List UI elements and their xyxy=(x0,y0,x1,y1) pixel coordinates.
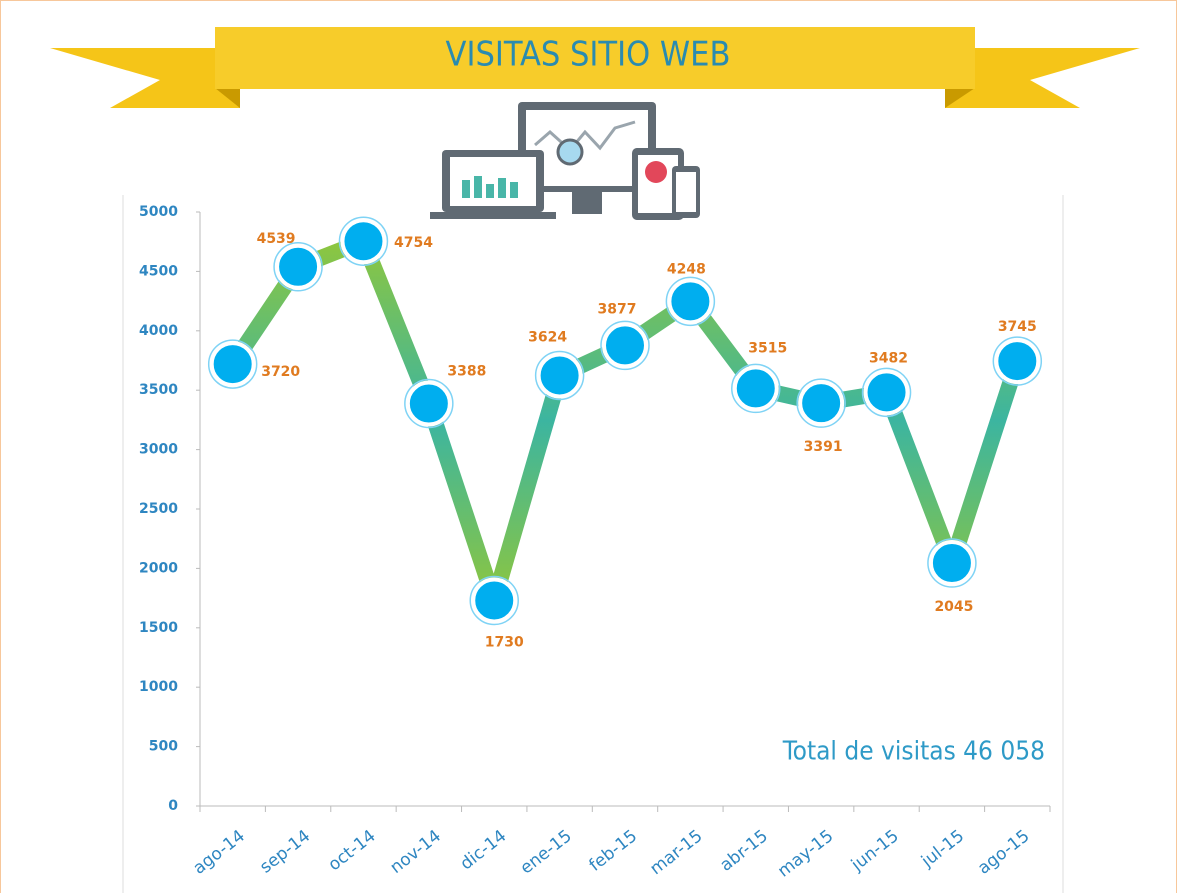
chart-title: VISITAS SITIO WEB xyxy=(446,35,731,75)
x-tick-label: jul-15 xyxy=(917,826,968,872)
value-label: 2045 xyxy=(934,599,973,615)
x-tick-label: sep-14 xyxy=(256,826,314,877)
y-tick-label: 3000 xyxy=(139,442,178,458)
x-tick-label: dic-14 xyxy=(457,826,511,874)
value-label: 4539 xyxy=(257,231,296,247)
point xyxy=(669,280,711,322)
value-label: 1730 xyxy=(485,634,524,650)
value-label: 3624 xyxy=(528,329,567,345)
value-label: 3745 xyxy=(998,319,1037,335)
y-tick-label: 500 xyxy=(149,739,178,755)
value-label: 4248 xyxy=(667,261,706,277)
point xyxy=(408,383,450,425)
point xyxy=(931,542,973,584)
value-label: 4754 xyxy=(394,235,433,251)
devices-icon xyxy=(430,102,700,220)
point xyxy=(996,340,1038,382)
chart: VISITAS SITIO WEB Total de visitas 46 05… xyxy=(0,0,1177,893)
point xyxy=(800,382,842,424)
y-tick-label: 4500 xyxy=(139,263,178,279)
value-label: 3720 xyxy=(261,364,300,380)
point xyxy=(473,579,515,621)
y-tick-label: 4000 xyxy=(139,323,178,339)
x-tick-label: ene-15 xyxy=(517,826,576,878)
x-tick-label: feb-15 xyxy=(585,826,641,876)
value-label: 3391 xyxy=(804,439,843,455)
x-tick-label: jun-15 xyxy=(847,826,903,876)
point xyxy=(539,354,581,396)
point xyxy=(212,343,254,385)
annotation: Total de visitas 46 058 xyxy=(782,737,1045,767)
y-tick-label: 1500 xyxy=(139,620,178,636)
y-tick-label: 5000 xyxy=(139,204,178,220)
y-tick-label: 2000 xyxy=(139,560,178,576)
point xyxy=(604,324,646,366)
x-tick-label: may-15 xyxy=(774,826,837,881)
point xyxy=(866,371,908,413)
point xyxy=(342,220,384,262)
y-tick-label: 3500 xyxy=(139,382,178,398)
y-tick-label: 0 xyxy=(168,798,178,814)
value-label: 3515 xyxy=(748,340,787,356)
x-tick-label: ago-15 xyxy=(974,826,1033,879)
x-tick-label: abr-15 xyxy=(716,826,772,876)
value-label: 3877 xyxy=(598,301,637,317)
line xyxy=(233,241,1018,600)
x-tick-label: ago-14 xyxy=(189,826,248,879)
x-tick-label: oct-14 xyxy=(325,826,380,875)
x-tick-label: mar-15 xyxy=(646,826,706,879)
y-tick-label: 2500 xyxy=(139,501,178,517)
x-tick-label: nov-14 xyxy=(387,826,445,878)
value-label: 3388 xyxy=(447,364,486,380)
value-label: 3482 xyxy=(869,350,908,366)
y-tick-label: 1000 xyxy=(139,679,178,695)
point xyxy=(277,246,319,288)
point xyxy=(735,367,777,409)
